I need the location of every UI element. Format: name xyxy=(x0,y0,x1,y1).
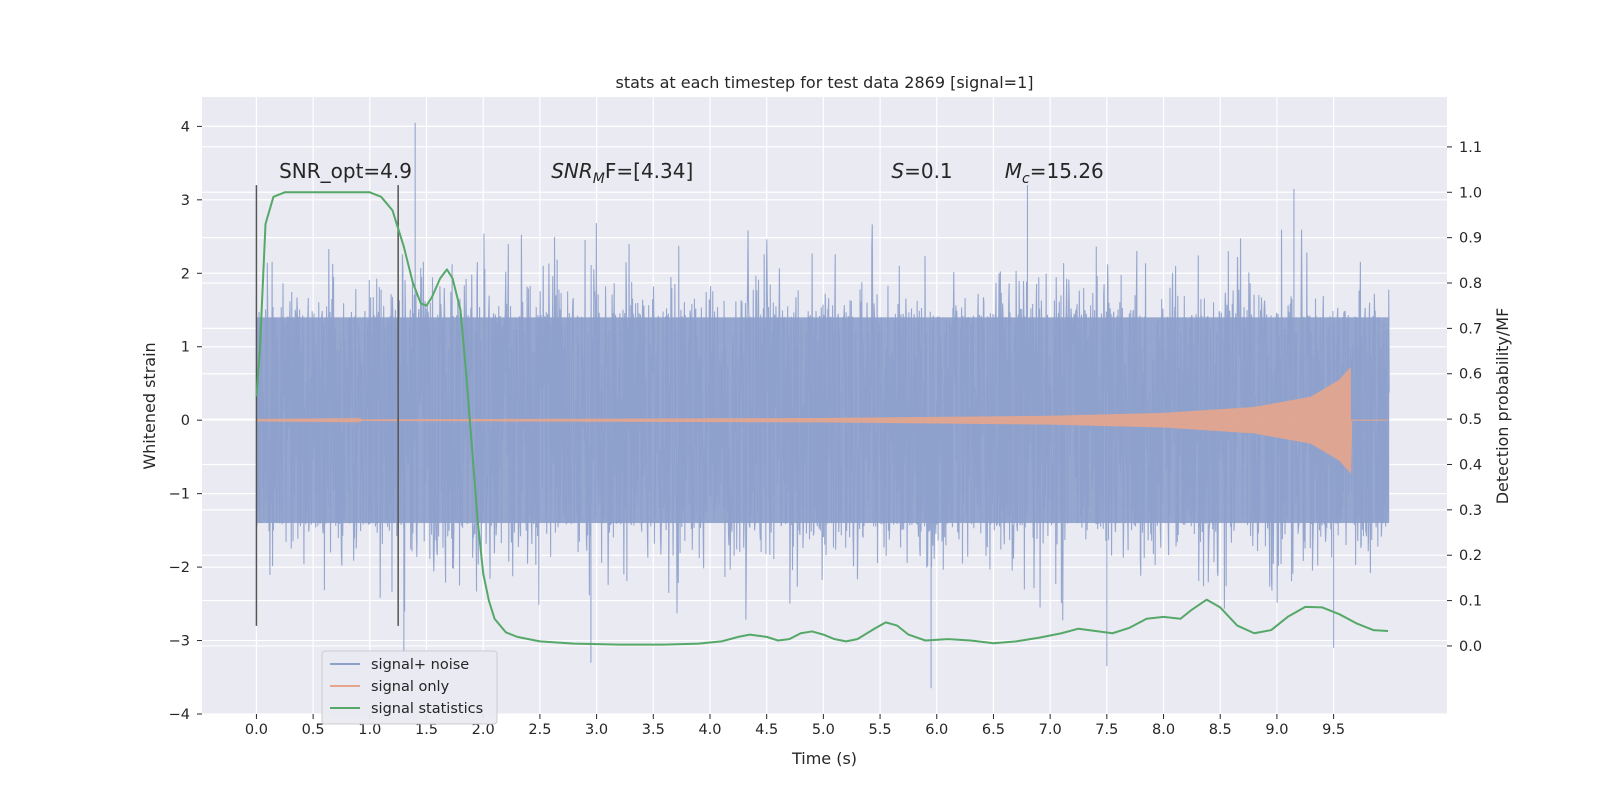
annotation-snr_mf: SNRMF=[4.34] xyxy=(551,159,693,187)
x-tick-label: 4.0 xyxy=(698,722,721,738)
y-left-tick-label: 3 xyxy=(181,193,190,209)
y-left-tick-label: 4 xyxy=(181,119,190,135)
data-layer xyxy=(255,122,1390,689)
x-tick-label: 3.0 xyxy=(585,722,608,738)
x-tick-label: 0.0 xyxy=(245,722,268,738)
ticks: 0.0 0.5 1.0 1.5 2.0 2.5 3.0 3.5 4.0 4.5 5.0 5.5 6.0 6… xyxy=(169,119,1482,738)
y-left-tick-label: 1 xyxy=(181,340,190,356)
y-right-tick-label: 0.7 xyxy=(1459,321,1482,337)
legend-box xyxy=(321,650,498,725)
series-signal-statistics-line xyxy=(255,191,1389,646)
annotation-s: S=0.1 xyxy=(891,159,952,183)
y-right-tick-label: 0.1 xyxy=(1459,594,1482,610)
x-tick-label: 8.0 xyxy=(1152,722,1175,738)
x-tick-label: 2.0 xyxy=(472,722,495,738)
y-right-tick-label: 0.5 xyxy=(1459,412,1482,428)
x-tick-label: 9.5 xyxy=(1322,722,1345,738)
y-left-tick-label: 0 xyxy=(181,413,190,429)
legend-label-signal-statistics: signal statistics xyxy=(371,701,483,717)
y-axis-title-right: Detection probability/MF xyxy=(1493,308,1512,505)
x-tick-label: 9.0 xyxy=(1265,722,1288,738)
y-right-tick-label: 0.3 xyxy=(1459,503,1482,519)
x-tick-label: 6.5 xyxy=(982,722,1005,738)
y-right-tick-label: 0.4 xyxy=(1459,457,1482,473)
x-tick-label: 4.5 xyxy=(755,722,778,738)
x-tick-label: 8.5 xyxy=(1209,722,1232,738)
legend-label-signal-noise: signal+ noise xyxy=(371,657,469,673)
x-axis-title: Time (s) xyxy=(791,749,857,768)
x-tick-label: 7.5 xyxy=(1095,722,1118,738)
x-tick-label: 5.5 xyxy=(869,722,892,738)
y-left-tick-label: −4 xyxy=(169,707,190,723)
series-signal-noise-line xyxy=(255,122,1390,689)
x-tick-label: 3.5 xyxy=(642,722,665,738)
y-left-tick-label: −3 xyxy=(169,634,190,650)
y-left-tick-label: −2 xyxy=(169,560,190,576)
legend-label-signal-only: signal only xyxy=(371,679,450,695)
annotation-snr_opt: SNR_opt=4.9 xyxy=(279,159,412,183)
y-right-tick-label: 0.9 xyxy=(1459,231,1482,247)
y-right-tick-label: 0.0 xyxy=(1459,639,1482,655)
chart-title: stats at each timestep for test data 286… xyxy=(615,73,1033,92)
legend: signal+ noise signal only signal statist… xyxy=(321,650,498,725)
y-right-tick-label: 0.8 xyxy=(1459,276,1482,292)
y-right-tick-label: 1.1 xyxy=(1459,140,1482,156)
y-right-tick-label: 1.0 xyxy=(1459,185,1482,201)
y-left-tick-label: −1 xyxy=(169,487,190,503)
y-right-tick-label: 0.2 xyxy=(1459,548,1482,564)
x-tick-label: 1.0 xyxy=(358,722,381,738)
x-tick-label: 6.0 xyxy=(925,722,948,738)
x-tick-label: 0.5 xyxy=(302,722,325,738)
x-tick-label: 7.0 xyxy=(1039,722,1062,738)
y-axis-title-left: Whitened strain xyxy=(140,342,159,469)
x-tick-label: 1.5 xyxy=(415,722,438,738)
annotation-mc: Mc=15.26 xyxy=(1005,159,1104,187)
series-signal-only-line xyxy=(255,367,1389,474)
annotations: SNR_opt=4.9 SNRMF=[4.34] S=0.1 Mc=15.26 xyxy=(279,159,1104,187)
x-tick-label: 2.5 xyxy=(528,722,551,738)
y-left-tick-label: 2 xyxy=(181,266,190,282)
x-tick-label: 5.0 xyxy=(812,722,835,738)
y-right-tick-label: 0.6 xyxy=(1459,367,1482,383)
